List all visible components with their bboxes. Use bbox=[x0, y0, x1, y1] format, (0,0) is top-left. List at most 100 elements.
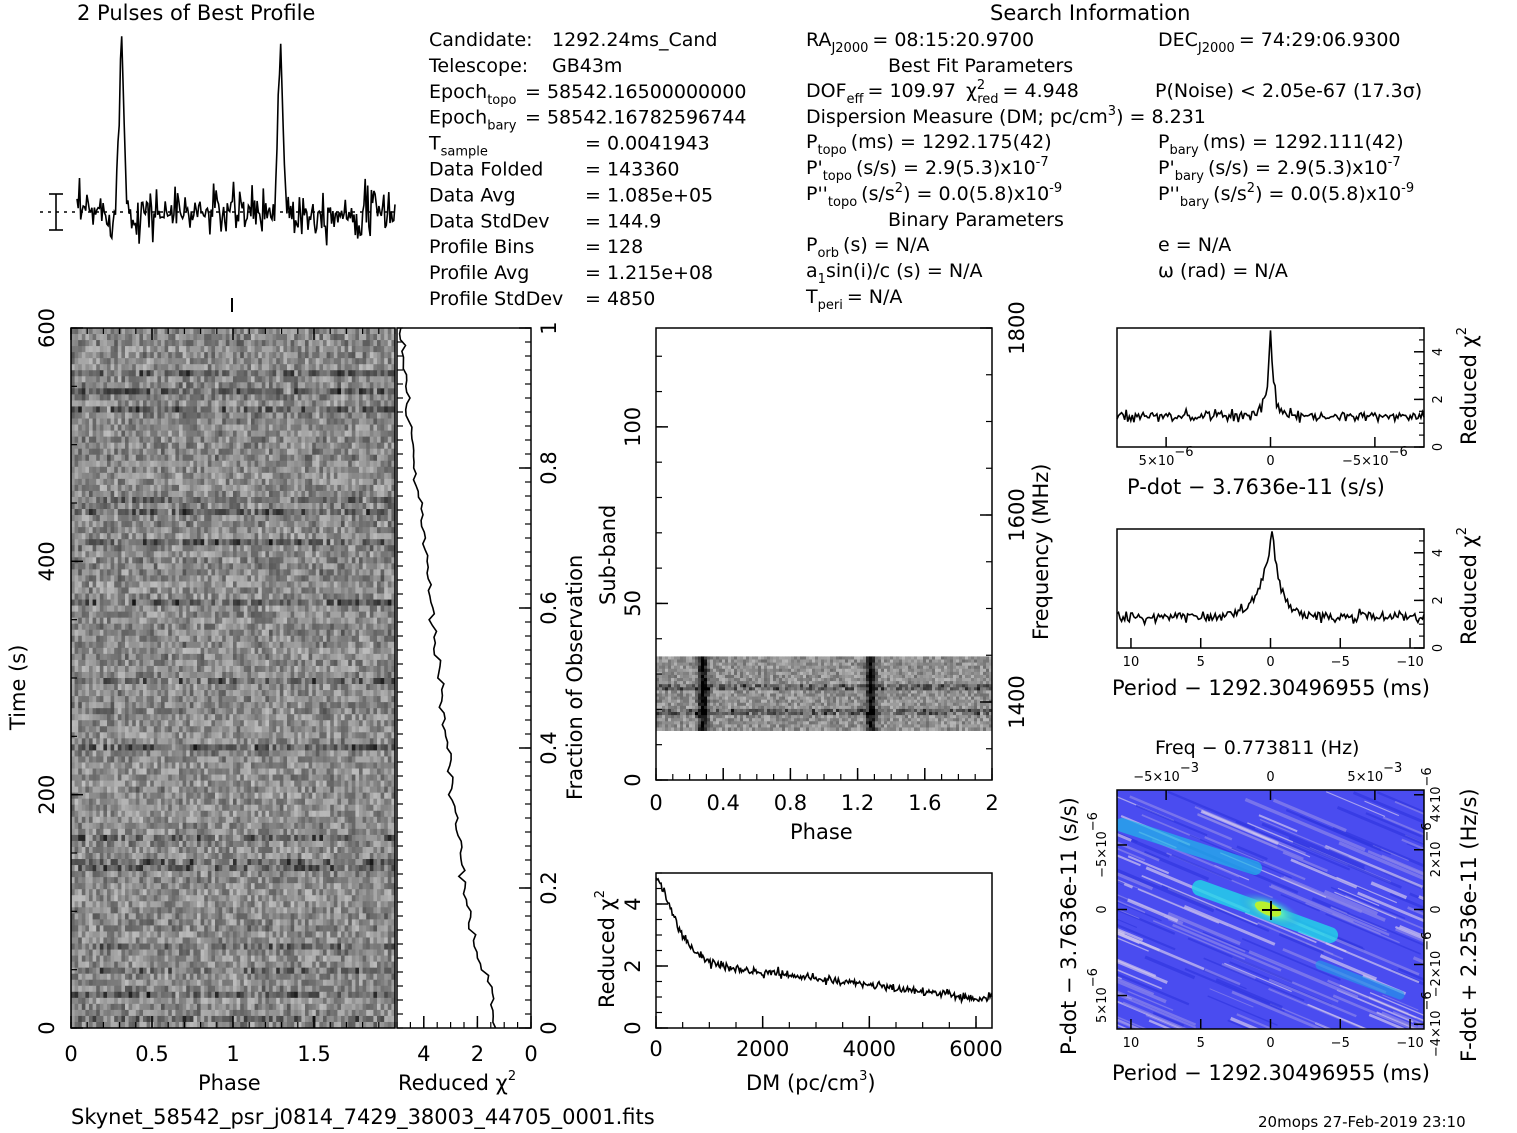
time-phase-cell bbox=[204, 430, 209, 438]
time-phase-cell bbox=[229, 442, 234, 450]
time-phase-cell bbox=[186, 635, 191, 643]
time-phase-cell bbox=[99, 509, 104, 516]
time-phase-cell bbox=[337, 388, 342, 395]
time-phase-cell bbox=[135, 466, 140, 474]
time-phase-cell bbox=[351, 641, 356, 649]
time-phase-cell bbox=[200, 346, 205, 353]
time-phase-cell bbox=[348, 515, 353, 522]
time-phase-cell bbox=[308, 611, 313, 619]
time-phase-cell bbox=[132, 653, 137, 661]
time-phase-cell bbox=[305, 503, 309, 510]
time-phase-cell bbox=[251, 611, 255, 619]
time-phase-cell bbox=[315, 418, 320, 425]
time-phase-cell bbox=[269, 382, 273, 389]
time-phase-cell bbox=[366, 629, 371, 637]
time-phase-cell bbox=[261, 364, 266, 371]
time-phase-cell bbox=[301, 509, 306, 516]
time-phase-cell bbox=[308, 376, 313, 383]
time-phase-cell bbox=[222, 424, 227, 431]
time-phase-cell bbox=[225, 569, 230, 576]
time-phase-cell bbox=[233, 653, 237, 661]
time-phase-cell bbox=[387, 575, 392, 582]
time-phase-cell bbox=[114, 617, 119, 625]
time-phase-cell bbox=[182, 533, 187, 540]
time-phase-cell bbox=[182, 334, 187, 341]
time-phase-cell bbox=[269, 472, 273, 480]
time-phase-cell bbox=[143, 382, 147, 389]
time-phase-cell bbox=[81, 647, 86, 655]
time-phase-cell bbox=[179, 478, 183, 486]
time-phase-cell bbox=[236, 557, 241, 564]
time-phase-cell bbox=[236, 569, 241, 576]
time-phase-cell bbox=[319, 629, 324, 637]
time-phase-cell bbox=[189, 611, 194, 619]
time-phase-cell bbox=[269, 460, 273, 468]
time-phase-cell bbox=[117, 551, 122, 558]
time-phase-cell bbox=[218, 569, 223, 576]
time-phase-cell bbox=[78, 334, 83, 341]
time-phase-cell bbox=[305, 376, 309, 383]
time-phase-cell bbox=[276, 394, 281, 401]
time-phase-cell bbox=[283, 460, 288, 468]
time-phase-cell bbox=[96, 358, 101, 365]
time-phase-cell bbox=[261, 587, 266, 594]
time-phase-cell bbox=[276, 545, 281, 552]
time-phase-cell bbox=[150, 406, 155, 413]
time-phase-cell bbox=[92, 557, 97, 564]
time-phase-cell bbox=[197, 635, 201, 643]
time-phase-cell bbox=[197, 557, 201, 564]
time-phase-cell bbox=[283, 466, 288, 474]
time-phase-cell bbox=[315, 490, 320, 498]
time-phase-cell bbox=[74, 382, 79, 389]
time-phase-cell bbox=[92, 412, 97, 419]
time-phase-cell bbox=[265, 364, 270, 371]
time-phase-cell bbox=[330, 605, 335, 613]
time-phase-cell bbox=[279, 521, 284, 528]
time-phase-cell bbox=[71, 551, 75, 558]
time-phase-cell bbox=[139, 641, 144, 649]
time-phase-cell bbox=[128, 364, 133, 371]
time-phase-cell bbox=[330, 406, 335, 413]
time-phase-cell bbox=[218, 460, 223, 468]
time-phase-cell bbox=[290, 472, 295, 480]
time-phase-cell bbox=[168, 436, 173, 444]
time-phase-cell bbox=[197, 400, 201, 407]
time-phase-cell bbox=[96, 388, 101, 395]
time-phase-cell bbox=[121, 472, 126, 480]
time-phase-cell bbox=[204, 418, 209, 425]
time-phase-cell bbox=[341, 496, 345, 504]
time-phase-cell bbox=[99, 334, 104, 341]
time-phase-cell bbox=[258, 370, 263, 377]
time-phase-cell bbox=[96, 641, 101, 649]
time-phase-cell bbox=[391, 454, 395, 462]
time-phase-cell bbox=[207, 478, 212, 486]
time-phase-cell bbox=[269, 448, 273, 456]
time-phase-cell bbox=[81, 358, 86, 365]
time-phase-cell bbox=[157, 503, 162, 510]
time-phase-cell bbox=[81, 539, 86, 546]
time-phase-cell bbox=[164, 599, 169, 606]
time-phase-cell bbox=[153, 328, 158, 335]
time-phase-cell bbox=[301, 551, 306, 558]
time-phase-cell bbox=[89, 533, 93, 540]
time-phase-cell bbox=[287, 406, 291, 413]
time-phase-cell bbox=[179, 503, 183, 510]
a1-label: a bbox=[806, 260, 818, 282]
time-phase-cell bbox=[308, 551, 313, 558]
time-phase-cell bbox=[78, 436, 83, 444]
time-phase-cell bbox=[251, 460, 255, 468]
time-phase-cell bbox=[333, 340, 338, 347]
time-phase-cell bbox=[218, 364, 223, 371]
time-phase-cell bbox=[71, 430, 75, 438]
time-phase-cell bbox=[279, 515, 284, 522]
time-phase-cell bbox=[287, 605, 291, 613]
time-phase-cell bbox=[272, 490, 277, 498]
time-phase-cell bbox=[200, 394, 205, 401]
time-phase-cell bbox=[146, 496, 151, 504]
time-phase-cell bbox=[85, 352, 90, 359]
time-phase-cell bbox=[207, 509, 212, 516]
time-phase-cell bbox=[96, 466, 101, 474]
time-phase-cell bbox=[312, 605, 317, 613]
time-phase-cell bbox=[312, 515, 317, 522]
time-phase-cell bbox=[135, 436, 140, 444]
